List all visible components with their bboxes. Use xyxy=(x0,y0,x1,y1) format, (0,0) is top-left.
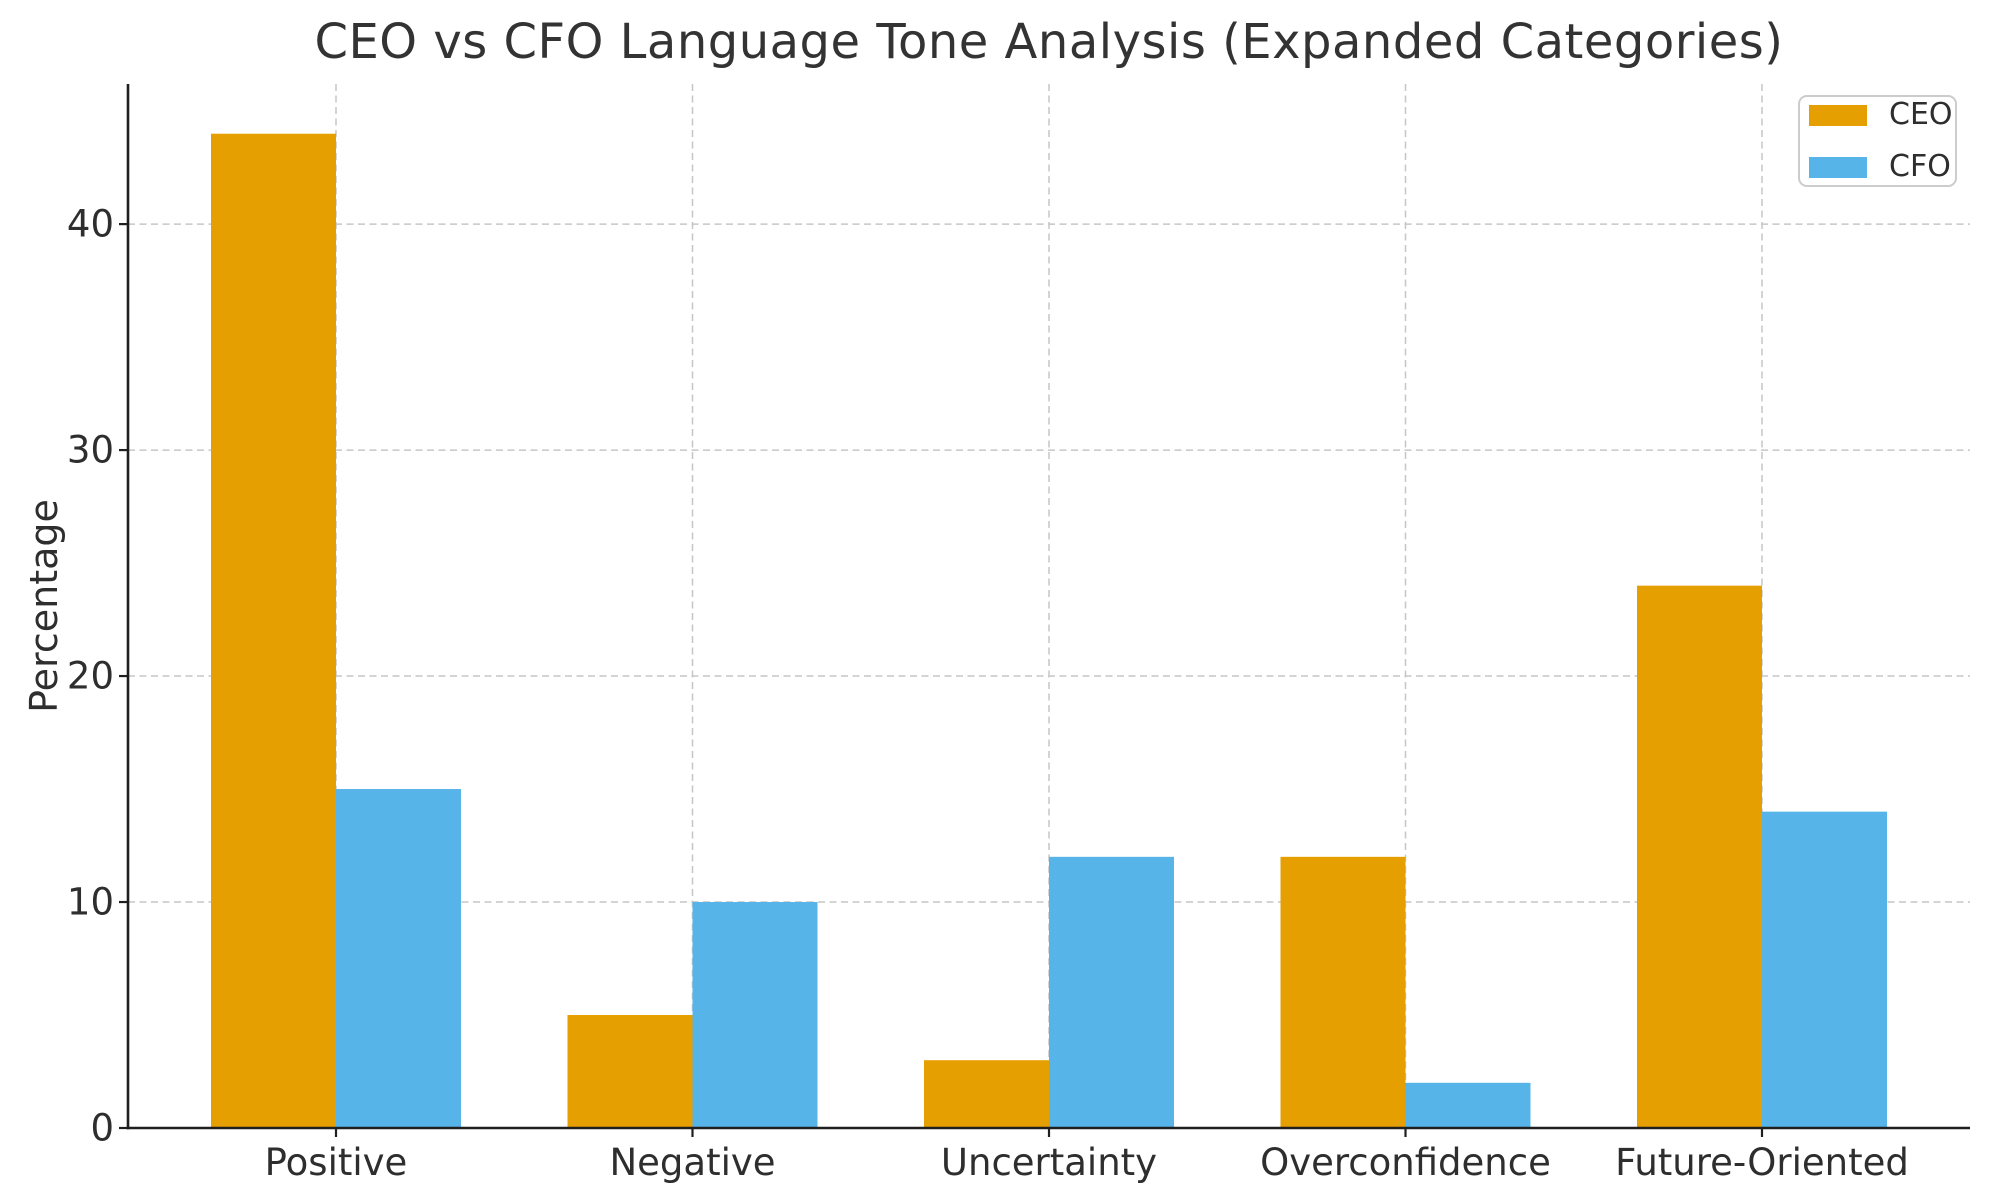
y-tick-label-30: 30 xyxy=(67,429,114,472)
bar-cfo-positive xyxy=(336,789,461,1128)
x-tick-label-negative: Negative xyxy=(609,1141,775,1184)
y-tick-label-20: 20 xyxy=(67,655,114,698)
bar-ceo-overconfidence xyxy=(1280,856,1406,1128)
tick-marks xyxy=(119,223,1764,1137)
bar-ceo-negative xyxy=(567,1015,693,1128)
x-tick-label-overconfidence: Overconfidence xyxy=(1260,1141,1551,1184)
bar-cfo-future-oriented xyxy=(1762,811,1887,1128)
bar-ceo-uncertainty xyxy=(924,1060,1049,1128)
y-tick-label-10: 10 xyxy=(67,881,114,924)
x-tick-label-uncertainty: Uncertainty xyxy=(941,1141,1157,1184)
legend-item-cfo: CFO xyxy=(1809,152,1951,182)
y-tick-label-0: 0 xyxy=(90,1107,114,1150)
series-ceo xyxy=(211,133,1762,1128)
legend-label-ceo: CEO xyxy=(1889,97,1953,132)
x-tick-label-positive: Positive xyxy=(265,1141,408,1184)
legend-swatch-cfo xyxy=(1809,156,1867,178)
y-tick-label-40: 40 xyxy=(67,203,114,246)
chart-title: CEO vs CFO Language Tone Analysis (Expan… xyxy=(314,14,1784,70)
bar-cfo-negative xyxy=(692,902,818,1128)
bar-ceo-positive xyxy=(211,133,336,1128)
legend-label-cfo: CFO xyxy=(1889,149,1951,184)
bar-ceo-future-oriented xyxy=(1637,585,1762,1128)
bar-cfo-uncertainty xyxy=(1049,856,1174,1128)
legend-item-ceo: CEO xyxy=(1809,100,1953,130)
x-tick-label-future-oriented: Future-Oriented xyxy=(1615,1141,1909,1184)
bar-cfo-overconfidence xyxy=(1405,1082,1531,1128)
series-cfo xyxy=(336,789,1887,1128)
legend-swatch-ceo xyxy=(1809,104,1867,126)
legend: CEO CFO xyxy=(1798,95,1957,187)
